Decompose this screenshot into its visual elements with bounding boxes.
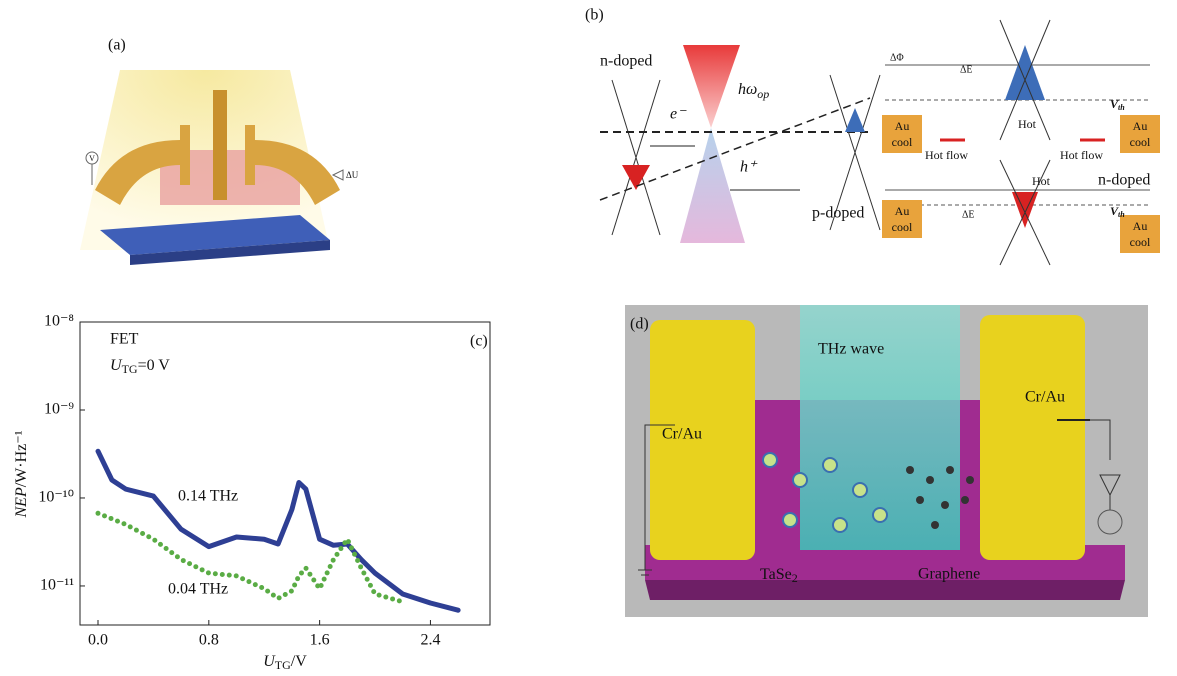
gold-contact [882, 200, 922, 238]
band-label: n-doped [1098, 172, 1150, 189]
x-tick-label: 2.4 [420, 632, 440, 649]
panel-a: (a) V ΔU [80, 37, 359, 265]
band-line [611, 79, 661, 236]
band-line [999, 19, 1051, 141]
meter-label: ΔU [346, 170, 359, 180]
contact-label: Au [1133, 119, 1148, 133]
material-label: Graphene [918, 566, 980, 583]
filled-state [622, 165, 650, 190]
panel-b: (b) n-doped hωop e⁻ h⁺ p-doped Au cool A… [585, 7, 1160, 266]
contact-label: cool [892, 220, 913, 234]
contact-label: cool [892, 135, 913, 149]
flow-label: Hot flow [1060, 148, 1103, 162]
vth-label: Vth [1110, 204, 1125, 219]
contact-label: cool [1130, 235, 1151, 249]
filled-state [845, 108, 865, 132]
hot-label: Hot [1032, 174, 1051, 188]
slant-level [599, 97, 871, 201]
annotation: 0.04 THz [168, 581, 228, 598]
x-tick-label: 1.6 [310, 632, 330, 649]
contact-label: Au [895, 204, 910, 218]
circuit [638, 424, 675, 576]
gold-contact [1120, 115, 1160, 153]
panel-label: (d) [630, 316, 649, 333]
cone [683, 45, 740, 128]
x-axis-label: UTG/V [263, 653, 307, 672]
finger [180, 125, 190, 185]
meter [1097, 509, 1123, 535]
contact-label: cool [1130, 135, 1151, 149]
substrate-side [130, 240, 330, 265]
electrode [650, 320, 755, 560]
panel-d: (d) THz wave Cr/Au Cr/Au TaSe2 Graphene [625, 305, 1148, 617]
y-tick-label: 10⁻⁹ [44, 401, 74, 418]
contact-label: Au [895, 119, 910, 133]
series-line [95, 510, 406, 605]
finger [245, 125, 255, 185]
filled-state [1005, 45, 1045, 100]
flow-label: Hot flow [925, 148, 968, 162]
photon-label: hωop [738, 81, 769, 101]
panel-label: (a) [108, 37, 126, 54]
band-line [999, 159, 1051, 266]
series-line [95, 448, 461, 613]
source-label: V [89, 154, 95, 163]
condition: UTG=0 V [110, 357, 170, 376]
plot-frame [79, 321, 491, 626]
panel-label: (c) [470, 333, 488, 350]
y-tick-label: 10⁻⁸ [44, 313, 74, 330]
substrate-side [645, 580, 1125, 600]
beam-label: THz wave [818, 341, 884, 358]
de-label: ΔE [962, 209, 975, 220]
electrode-label: Cr/Au [662, 426, 702, 443]
de-label: ΔE [960, 64, 973, 75]
gate [213, 90, 227, 200]
gold-contact [882, 115, 922, 153]
vth-label: Vth [1110, 97, 1125, 112]
x-tick-label: 0.0 [88, 632, 108, 649]
tase2-lattice [762, 452, 888, 533]
band-label: n-doped [600, 53, 652, 70]
cone [680, 128, 745, 243]
annotation: FET [110, 331, 139, 348]
meter-symbol [331, 169, 344, 181]
y-tick-label: 10⁻¹⁰ [38, 489, 74, 506]
band-line [829, 74, 881, 231]
electron-label: e⁻ [670, 106, 687, 123]
panel-label: (b) [585, 7, 604, 24]
dphi-label: ΔΦ [890, 52, 904, 63]
band-label: p-doped [812, 205, 864, 222]
panel-c: (c) FET UTG=0 V 0.14 THz 0.04 THz UTG/V … [13, 313, 491, 672]
electrode-label: Cr/Au [1025, 389, 1065, 406]
x-tick-label: 0.8 [199, 632, 219, 649]
contact-label: Au [1133, 219, 1148, 233]
graphene-lattice [906, 466, 974, 529]
annotation: 0.14 THz [178, 488, 238, 505]
electrode [255, 140, 340, 205]
hole-label: h⁺ [740, 159, 758, 176]
y-tick-label: 10⁻¹¹ [40, 577, 74, 594]
gold-contact [1120, 215, 1160, 253]
material-label: TaSe2 [760, 566, 798, 585]
filled-state [1012, 192, 1038, 228]
hot-label: Hot [1018, 117, 1037, 131]
substrate [100, 215, 330, 255]
electrode [980, 315, 1085, 560]
electrode [95, 140, 180, 205]
y-axis-label: NEP/W·Hz⁻¹ [13, 430, 30, 518]
